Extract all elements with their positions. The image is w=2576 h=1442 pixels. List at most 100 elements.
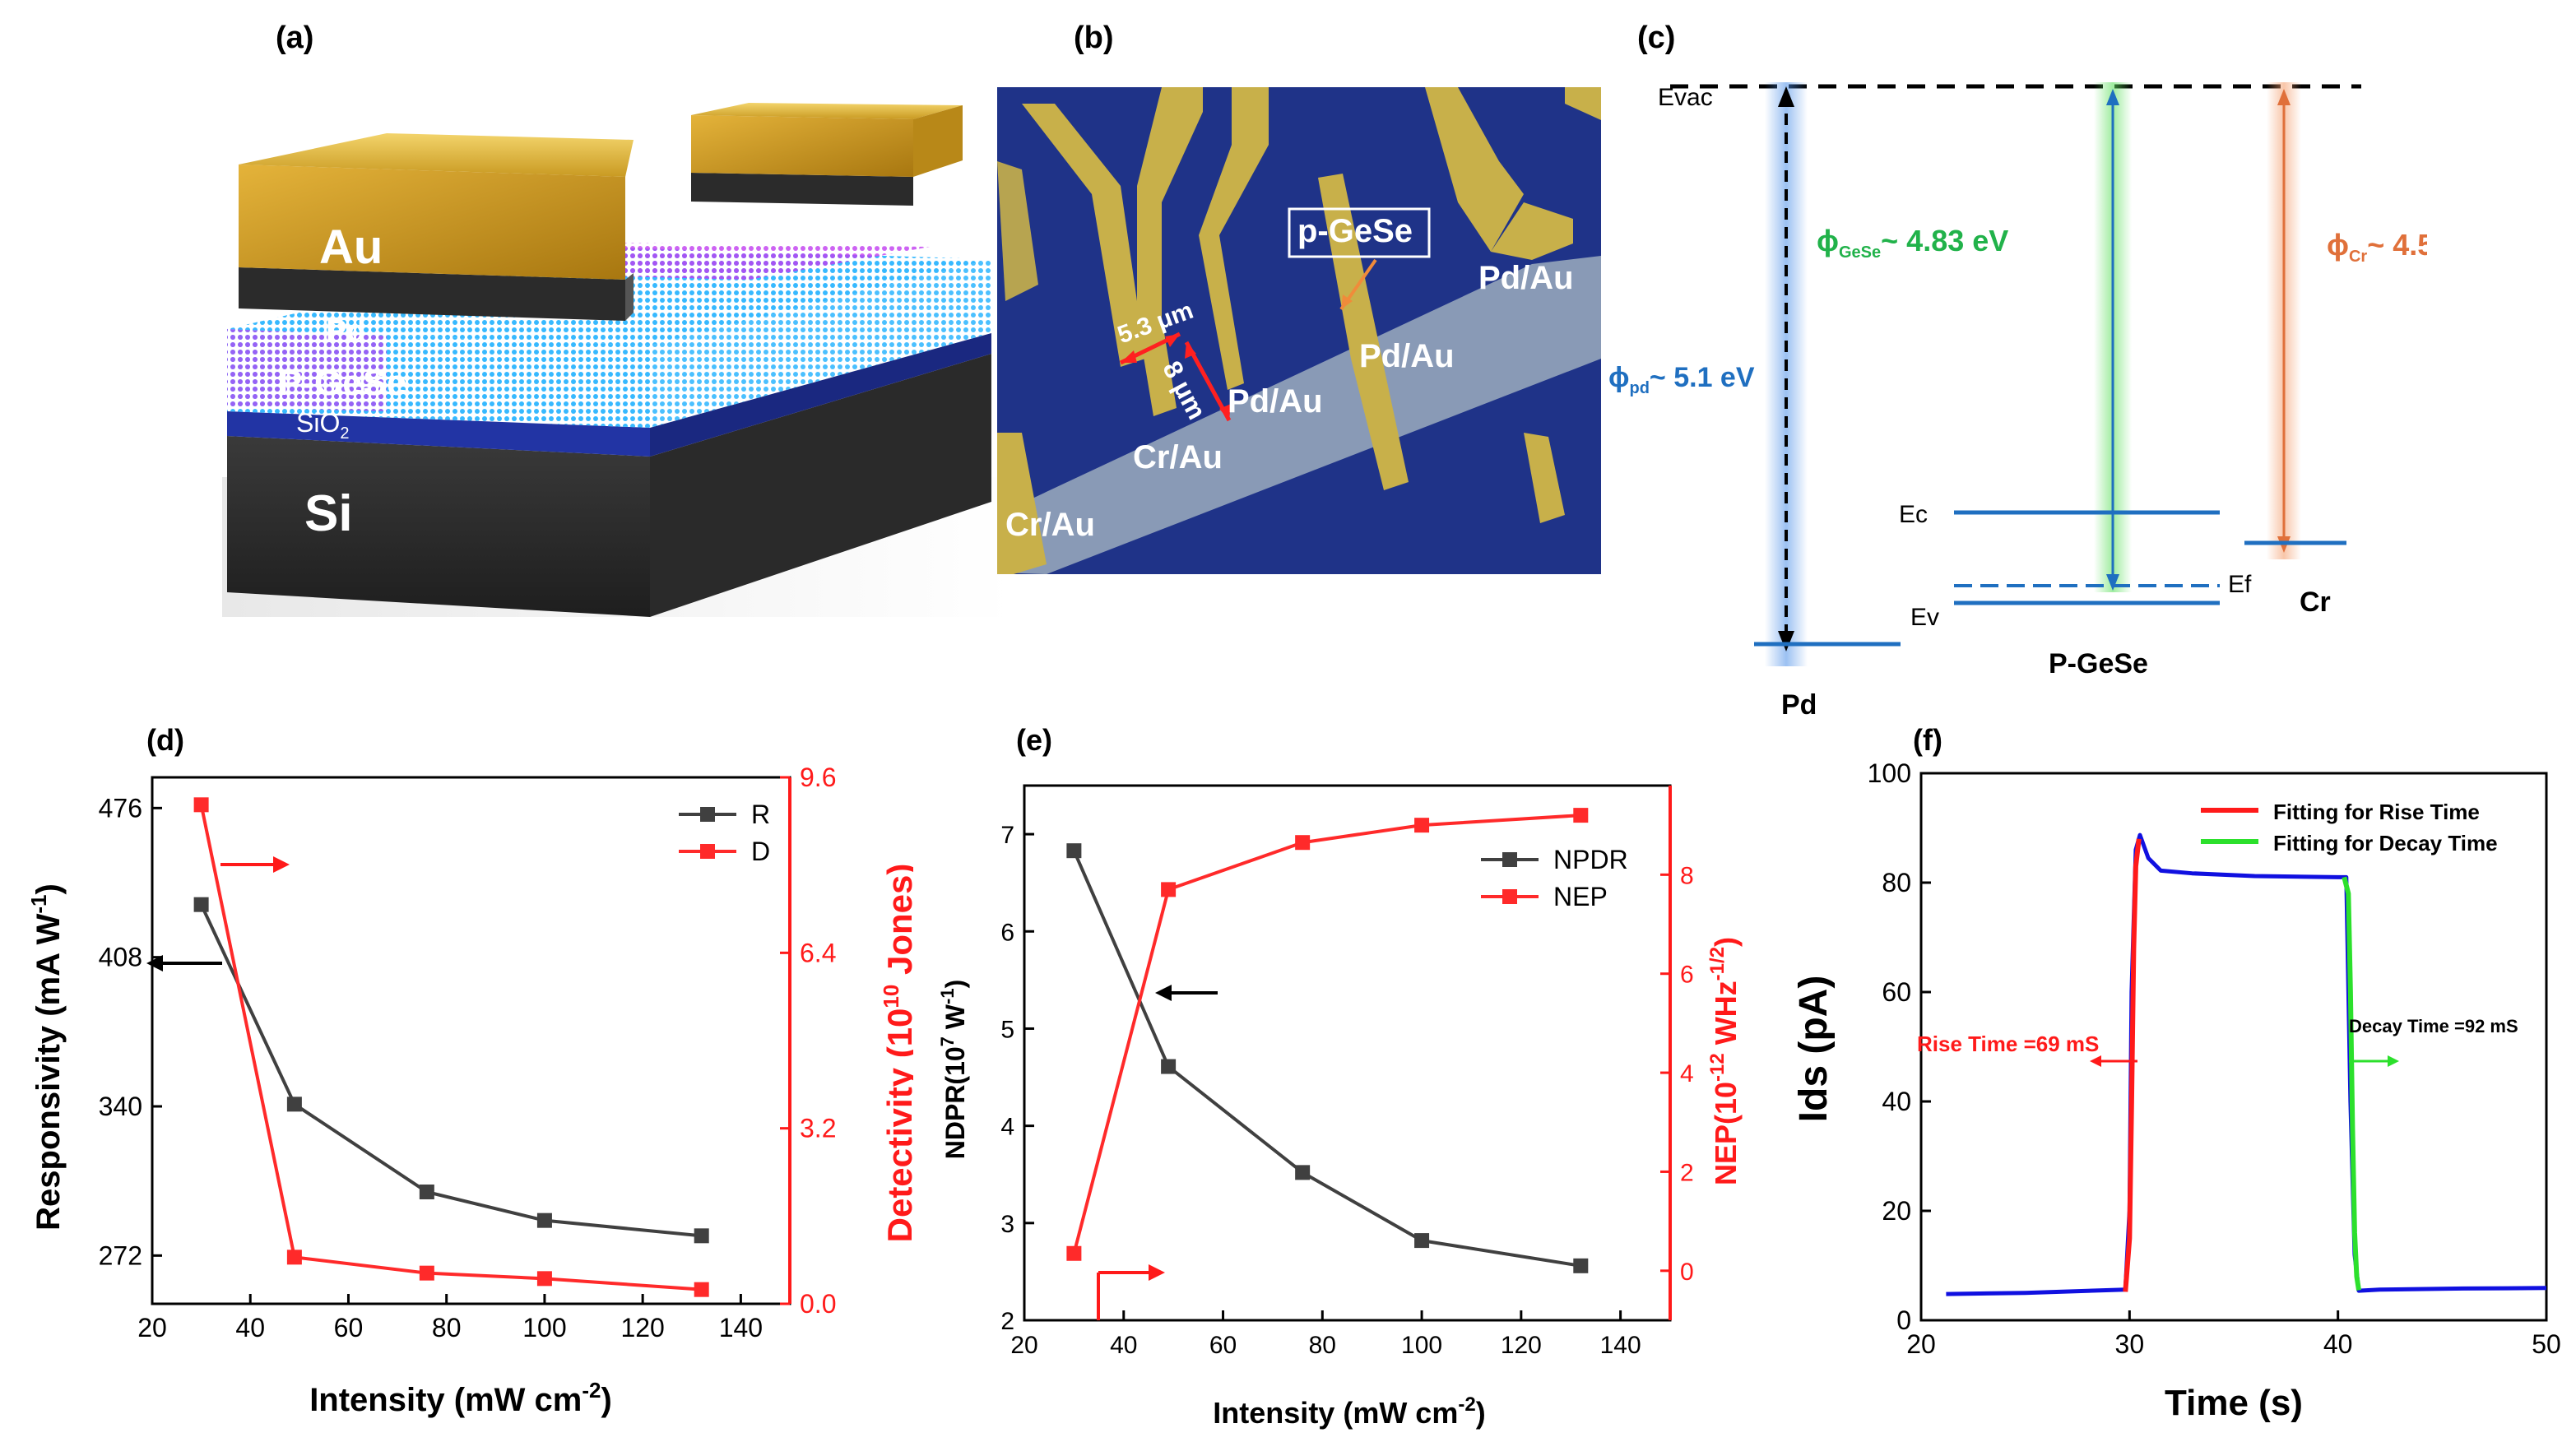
chart-d-xtick-label: 140	[719, 1313, 763, 1342]
semiconductor-label: P-GeSe	[2049, 648, 2148, 679]
chart-e-point-nep	[1414, 818, 1430, 833]
chart-f-decay-annotation: Decay Time =92 mS	[2349, 1016, 2518, 1036]
chart-d-point-r	[694, 1228, 709, 1244]
chart-e-y2tick-label: 8	[1680, 862, 1694, 889]
chart-d-y2tick-label: 9.6	[800, 763, 836, 792]
chart-e-arrowhead-nep	[1149, 1264, 1165, 1281]
chart-e-point-npdr	[1066, 843, 1082, 859]
chart-e-xtick-label: 120	[1501, 1332, 1542, 1359]
phi-pd-symbol: ϕ	[1608, 362, 1629, 393]
chart-e-xtick-label: 20	[1010, 1332, 1037, 1359]
chart-e-legend-marker	[1502, 852, 1517, 867]
phi-pd-value: ~ 5.1 eV	[1650, 362, 1755, 393]
chart-d-ylabel-main: Responsivity (mA W	[30, 913, 67, 1230]
chart-f-legend-label: Fitting for Rise Time	[2273, 800, 2480, 824]
layer-label-pd: Pd	[326, 314, 366, 349]
panel-label-c: (c)	[1637, 21, 1676, 55]
si-side	[650, 354, 991, 617]
chart-d-y2label-main: Detectivity (10	[880, 1008, 913, 1243]
phi-gese-symbol: ϕ	[1817, 224, 1839, 257]
si-front	[227, 436, 650, 617]
chart-d-point-d	[536, 1271, 552, 1287]
contact-label-pd-au-1: Pd/Au	[1228, 383, 1323, 420]
chart-d-point-r	[193, 897, 209, 912]
chart-f-xtick-label: 20	[1906, 1329, 1936, 1359]
chart-d-point-d	[193, 797, 209, 813]
chart-e-legend-label: NEP	[1553, 882, 1608, 911]
chart-f-xlabel: Time (s)	[2165, 1383, 2303, 1423]
chart-e-ytick-label: 6	[1000, 919, 1014, 946]
chart-d-frame	[151, 776, 791, 1305]
chart-f-ytick-label: 40	[1882, 1087, 1911, 1116]
micrograph-material-label: p-GeSe	[1297, 213, 1413, 249]
chart-d-point-r	[536, 1212, 552, 1228]
chart-d-y2tick-label: 0.0	[800, 1289, 836, 1319]
chart-d-ytick-label: 476	[99, 793, 142, 823]
chart-e-arrowhead-npdr	[1155, 985, 1172, 1001]
chart-d-arrowhead-r	[146, 955, 163, 971]
chart-d-legend-label: R	[751, 800, 770, 829]
chart-f-ytick-label: 80	[1882, 868, 1911, 897]
chart-d-arrowhead-d	[273, 856, 290, 873]
chart-e-xlabel-end: )	[1476, 1396, 1486, 1430]
optical-micrograph: p-GeSe 5.3 μm 8 μm Cr/Au Cr/Au Pd/Au Pd/…	[997, 87, 1601, 574]
chart-d-ytick-label: 408	[99, 943, 142, 972]
evac-label: Evac	[1658, 84, 1713, 111]
ec-label: Ec	[1899, 501, 1928, 528]
chart-d-xtick-label: 40	[235, 1313, 265, 1342]
chart-e-xtick-label: 100	[1401, 1332, 1442, 1359]
chart-e-xtick-label: 140	[1600, 1332, 1641, 1359]
chart-f-xtick-label: 50	[2532, 1329, 2561, 1359]
chart-e-point-npdr	[1295, 1165, 1311, 1180]
layer-label-cr: Cr	[921, 199, 949, 226]
chart-d-point-d	[694, 1282, 709, 1297]
phi-cr-value: ~ 4.5 eV	[2367, 228, 2427, 262]
chart-d-series-d	[199, 804, 702, 1291]
chart-d-y2label-end: Jones)	[880, 864, 913, 985]
chart-d-point-d	[286, 1250, 302, 1265]
chart-d-ytick-label: 340	[99, 1092, 142, 1121]
device-schematic: Au Pd P-GeSe SiO2 Si Cr	[222, 103, 1012, 617]
chart-e-y2tick-label: 0	[1680, 1259, 1694, 1286]
chart-d-legend-marker	[700, 844, 715, 859]
sio2-subscript: 2	[340, 424, 349, 443]
chart-e-point-nep	[1066, 1245, 1082, 1261]
chart-e-point-npdr	[1161, 1059, 1177, 1074]
chart-e-ytick-label: 4	[1000, 1114, 1014, 1141]
chart-e-ylabel-mid: W	[940, 1004, 970, 1036]
chart-e-legend-marker	[1502, 889, 1517, 904]
chart-d-ytick-label: 272	[99, 1240, 142, 1270]
chart-e-xtick-label: 40	[1110, 1332, 1137, 1359]
chart-d-xtick-label: 20	[137, 1313, 167, 1342]
chart-d-xlabel: Intensity (mW cm-2)	[309, 1378, 612, 1418]
chart-d-ylabel-end: )	[30, 883, 67, 894]
chart-e-y2label-mid: WHz	[1709, 981, 1743, 1053]
chart-e-y2tick-label: 2	[1680, 1159, 1694, 1186]
chart-e-legend-label: NPDR	[1553, 845, 1628, 874]
chart-e-ylabel-sup: 7	[937, 1036, 958, 1046]
metal-cr-label: Cr	[2300, 587, 2331, 618]
chart-e-ytick-label: 3	[1000, 1211, 1014, 1238]
layer-label-au: Au	[319, 220, 383, 274]
phi-pd-label: ϕpd~ 5.1 eV	[1608, 362, 1755, 397]
chart-f-series-ids	[1946, 832, 2547, 1296]
contact-label-cr-au-1: Cr/Au	[1005, 507, 1095, 543]
chart-f-xtick-label: 30	[2115, 1329, 2145, 1359]
chart-e-series-npdr	[1072, 850, 1581, 1268]
chart-f-decay-arrowhead	[2388, 1055, 2399, 1067]
phi-cr-label: ϕCr~ 4.5 eV	[2327, 228, 2427, 266]
chart-d-xtick-label: 120	[620, 1313, 664, 1342]
chart-d-point-d	[419, 1265, 434, 1281]
chart-d-series-r	[199, 903, 702, 1238]
chart-e-point-nep	[1295, 835, 1311, 851]
metal-pd-label: Pd	[1781, 689, 1817, 721]
ev-label: Ev	[1910, 604, 1939, 631]
panel-label-d: (d)	[146, 723, 184, 757]
layer-label-si: Si	[304, 485, 353, 542]
chart-e-point-npdr	[1573, 1258, 1589, 1273]
chart-d-xtick-label: 80	[432, 1313, 462, 1342]
chart-d-xtick-label: 60	[334, 1313, 364, 1342]
chart-f-ylabel: Ids (pA)	[1792, 976, 1836, 1123]
chart-e-y2tick-label: 6	[1680, 962, 1694, 989]
chart-e: (e) 20 40 60 80 100 120 14023456702468NPDRNEP …	[937, 723, 1743, 1430]
